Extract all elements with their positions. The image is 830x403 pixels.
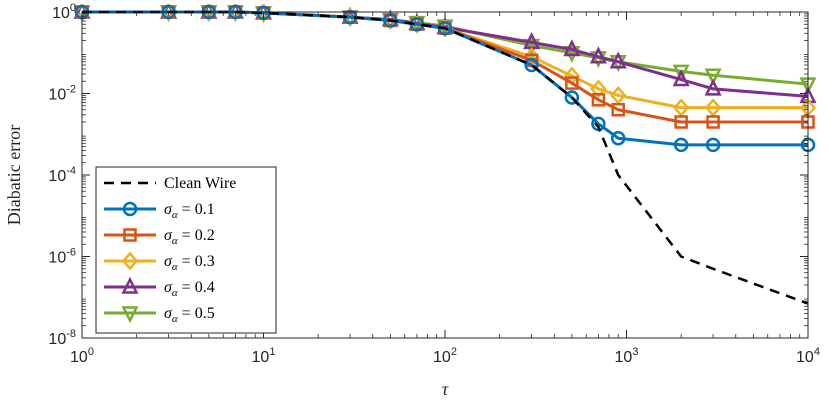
data-point xyxy=(704,98,722,118)
legend-item: σα = 0.4 xyxy=(104,276,215,299)
data-point xyxy=(523,38,541,56)
legend-item: Clean Wire xyxy=(104,175,236,192)
data-point xyxy=(672,98,690,118)
data-point xyxy=(564,90,580,105)
data-point xyxy=(524,57,539,73)
legend-label: σα = 0.2 xyxy=(164,227,215,247)
data-point xyxy=(565,76,579,90)
data-point xyxy=(705,137,721,153)
legend-item: σα = 0.5 xyxy=(104,305,215,325)
data-point xyxy=(563,39,581,57)
data-point xyxy=(610,130,626,146)
data-point xyxy=(706,115,720,129)
data-point xyxy=(589,46,607,64)
data-point xyxy=(704,68,722,86)
data-point xyxy=(591,93,606,107)
legend-marker xyxy=(123,228,137,242)
y-tick-label: 10-2 xyxy=(48,84,76,104)
legend-item: σα = 0.3 xyxy=(104,251,215,273)
y-tick-label: 100 xyxy=(52,2,76,22)
legend-item: σα = 0.2 xyxy=(104,227,215,247)
data-point xyxy=(611,102,625,117)
y-axis-title: Diabatic error xyxy=(4,125,24,225)
data-point xyxy=(609,51,627,69)
legend-label: σα = 0.5 xyxy=(164,305,215,325)
y-tick-label: 10-4 xyxy=(48,165,76,185)
data-point xyxy=(674,115,688,129)
legend-item: σα = 0.1 xyxy=(104,201,215,221)
x-axis-title: τ xyxy=(442,379,449,399)
x-tick-label: 100 xyxy=(70,346,94,366)
legend-marker xyxy=(122,201,138,217)
legend-label: Clean Wire xyxy=(164,175,236,192)
data-point xyxy=(610,85,627,105)
legend-marker xyxy=(121,251,139,271)
data-point xyxy=(704,78,722,96)
legend-marker xyxy=(121,276,139,294)
x-tick-label: 103 xyxy=(615,346,639,366)
y-tick-label: 10-6 xyxy=(48,247,76,267)
data-point xyxy=(672,69,690,87)
data-point xyxy=(563,46,581,64)
x-tick-label: 102 xyxy=(433,346,457,366)
data-point xyxy=(673,137,689,153)
y-tick-label: 10-8 xyxy=(48,328,76,348)
legend-label: σα = 0.3 xyxy=(164,253,215,273)
data-point xyxy=(672,64,690,82)
legend-label: σα = 0.4 xyxy=(164,279,215,299)
data-point xyxy=(590,79,607,99)
x-tick-label: 104 xyxy=(796,346,820,366)
legend-box xyxy=(95,166,277,334)
legend-marker xyxy=(121,306,139,324)
x-tick-label: 101 xyxy=(252,346,276,366)
legend-label: σα = 0.1 xyxy=(164,201,215,221)
